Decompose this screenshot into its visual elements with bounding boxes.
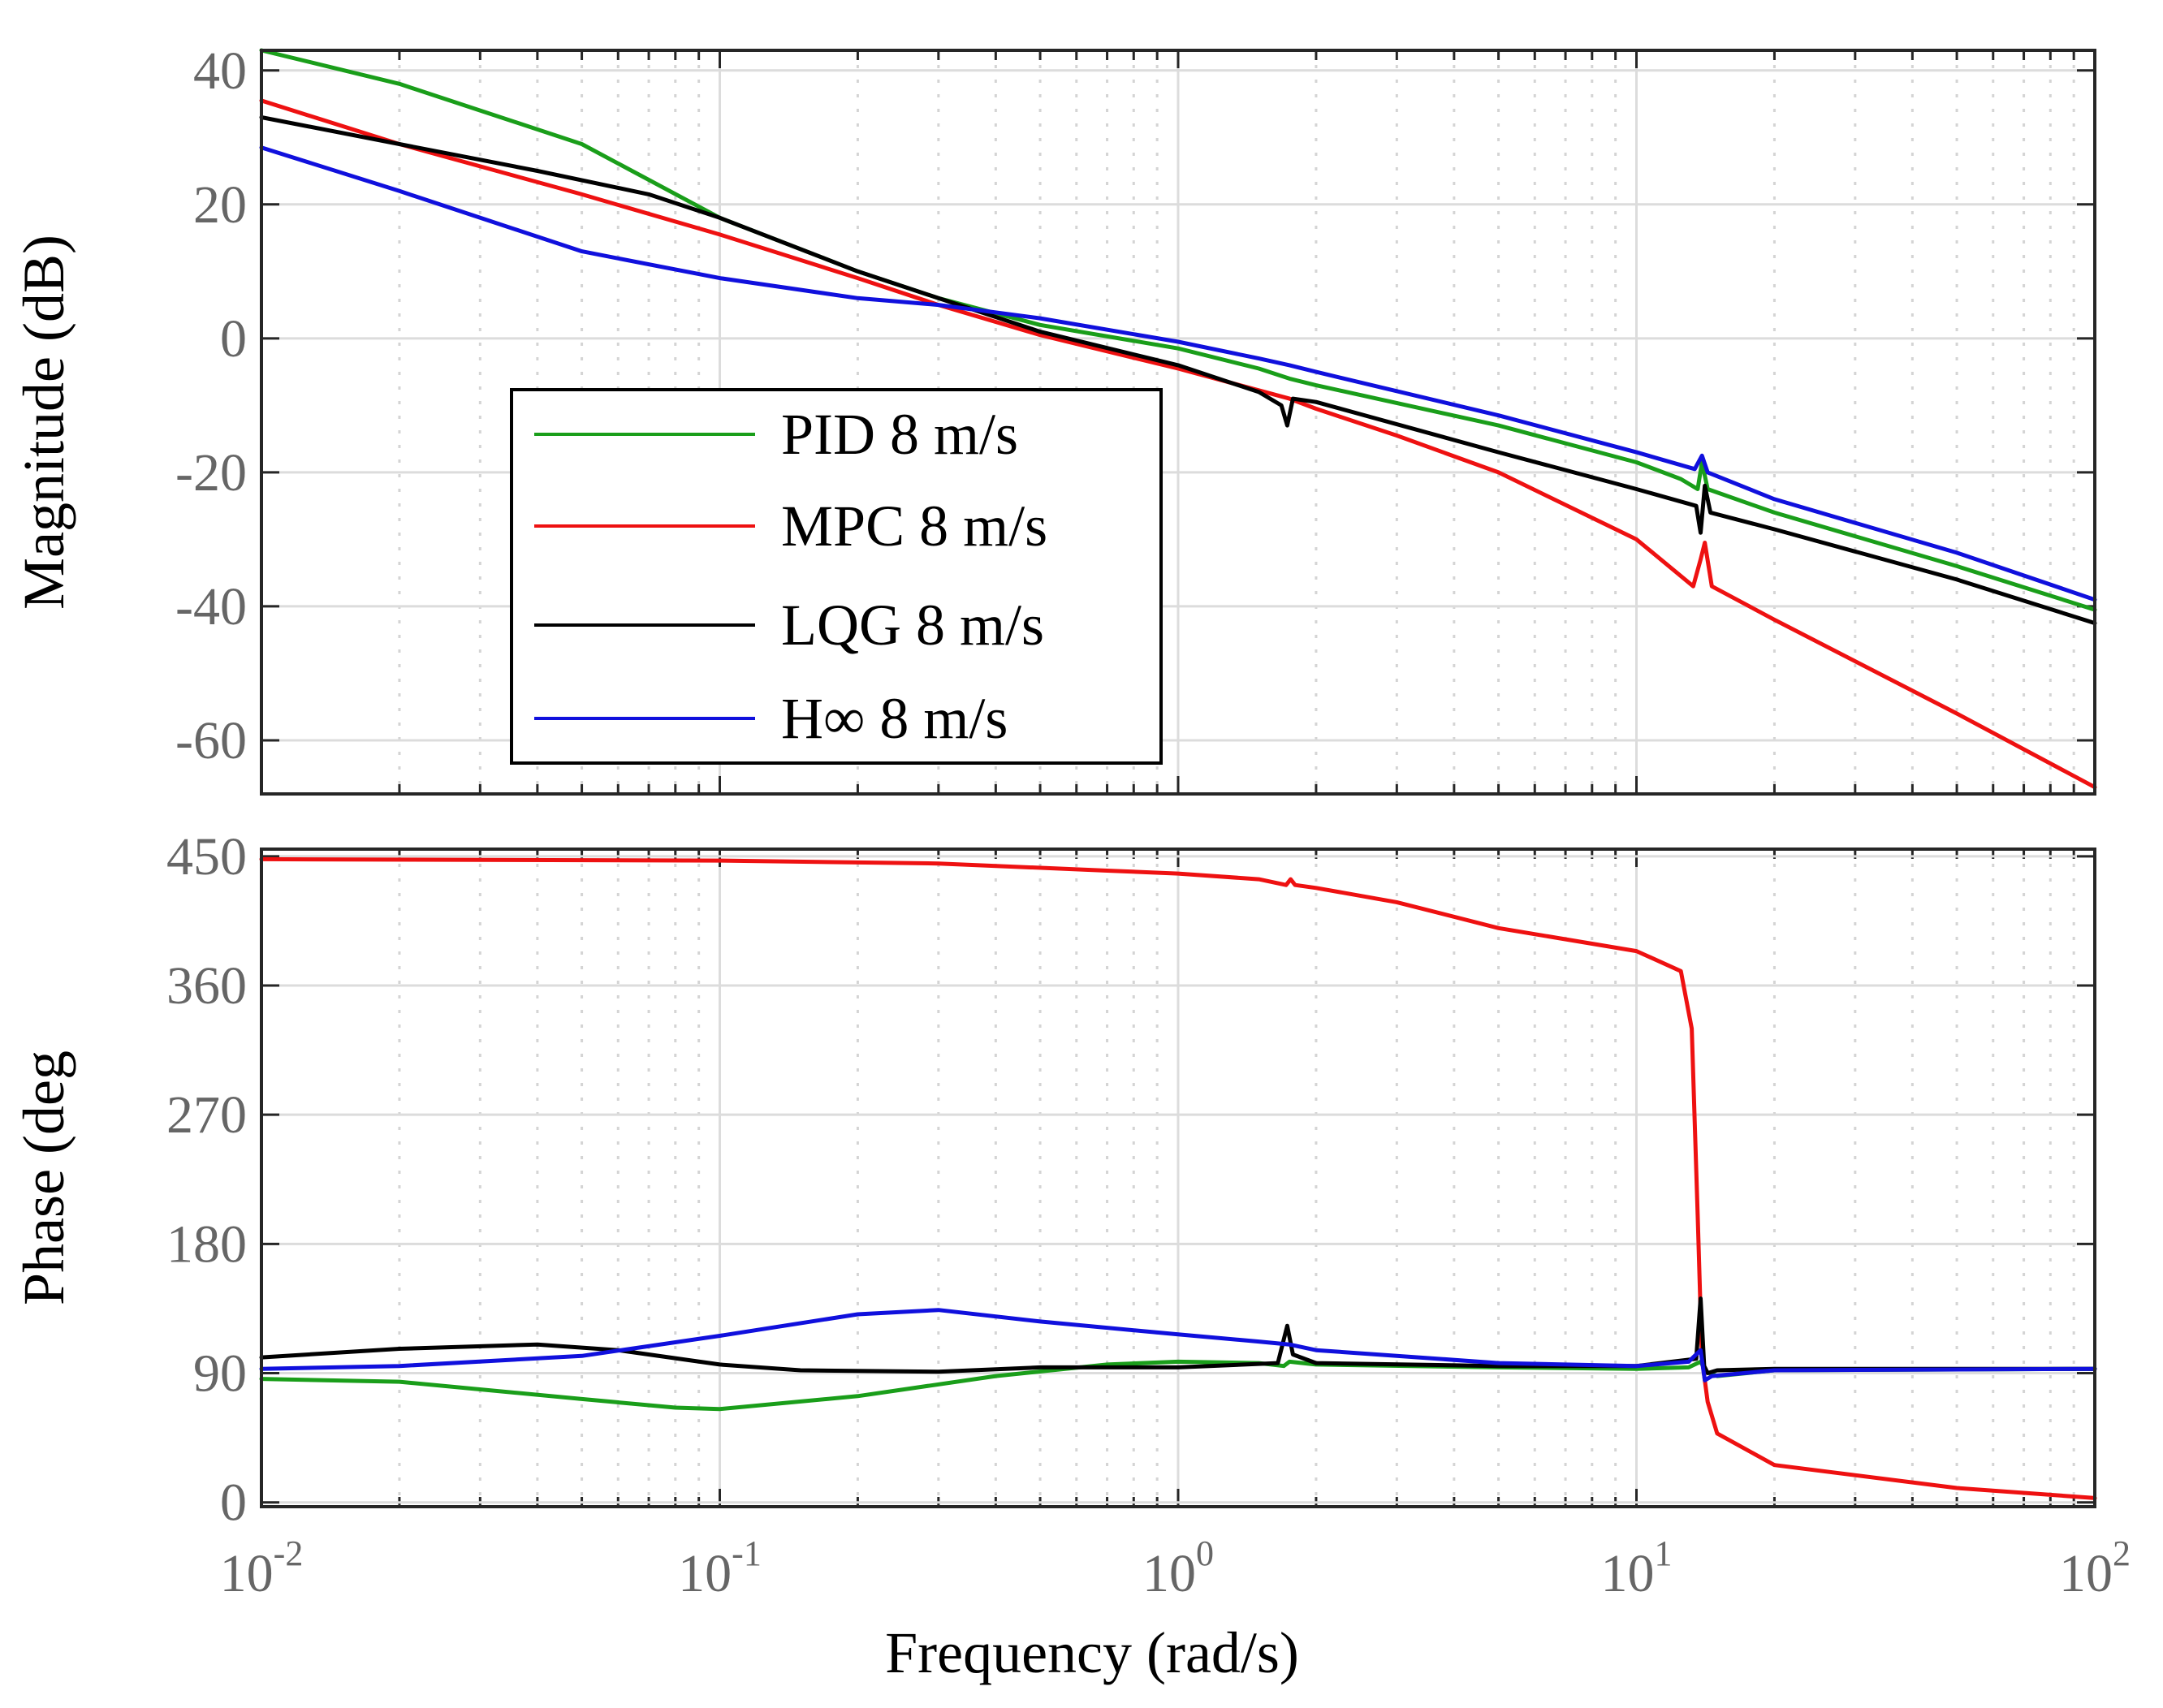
phase-panel: 450 360 270 180 90 0 Phase (deg <box>11 827 2097 1533</box>
legend-label: MPC 8 m/s <box>781 494 1047 559</box>
x-tick-labels: 10-2 10-1 100 101 102 <box>220 1533 2131 1603</box>
x-tick-label: 10-2 <box>220 1533 304 1603</box>
magnitude-axes-frame <box>260 49 2096 796</box>
y-tick-label: 20 <box>193 175 247 235</box>
magnitude-y-ticks: 40 20 0 -20 -40 -60 <box>175 41 247 770</box>
phase-y-ticks: 450 360 270 180 90 0 <box>166 827 247 1533</box>
magnitude-series <box>259 48 2097 790</box>
series-line-lqg <box>259 115 2097 626</box>
x-tick-label: 102 <box>2059 1533 2131 1603</box>
y-tick-label: 360 <box>166 956 247 1016</box>
y-tick-label: 450 <box>166 827 247 886</box>
x-axis-label: Frequency (rad/s) <box>885 1620 1299 1685</box>
phase-series <box>259 856 2097 1500</box>
legend: PID 8 m/s MPC 8 m/s LQG 8 m/s H∞ 8 m/s <box>510 388 1163 765</box>
y-tick-label: 180 <box>166 1214 247 1274</box>
y-tick-label: 40 <box>193 41 247 101</box>
y-tick-label: 90 <box>193 1344 247 1404</box>
y-tick-label: -20 <box>175 443 247 502</box>
series-line-mpc <box>259 856 2097 1500</box>
phase-grid <box>260 849 2095 1507</box>
phase-y-axis-label: Phase (deg <box>11 1050 76 1305</box>
y-tick-label: 0 <box>220 1473 247 1533</box>
legend-label: H∞ 8 m/s <box>781 686 1008 751</box>
legend-label: LQG 8 m/s <box>781 593 1044 658</box>
series-line-hinf <box>259 145 2097 602</box>
legend-box <box>510 388 1163 765</box>
x-tick-label: 10-1 <box>678 1533 762 1603</box>
magnitude-y-axis-label: Magnitude (dB) <box>11 235 76 610</box>
y-tick-label: 270 <box>166 1085 247 1145</box>
y-tick-label: -60 <box>175 711 247 770</box>
legend-entries: PID 8 m/s MPC 8 m/s LQG 8 m/s H∞ 8 m/s <box>534 402 1047 751</box>
series-line-lqg <box>259 1296 2097 1375</box>
y-tick-label: -40 <box>175 577 247 636</box>
y-tick-label: 0 <box>220 309 247 369</box>
x-tick-label: 100 <box>1142 1533 1214 1603</box>
legend-label: PID 8 m/s <box>781 402 1018 467</box>
series-line-mpc <box>259 98 2097 790</box>
phase-axes-frame <box>260 848 2096 1508</box>
x-tick-label: 101 <box>1601 1533 1673 1603</box>
series-line-hinf <box>259 1308 2097 1382</box>
